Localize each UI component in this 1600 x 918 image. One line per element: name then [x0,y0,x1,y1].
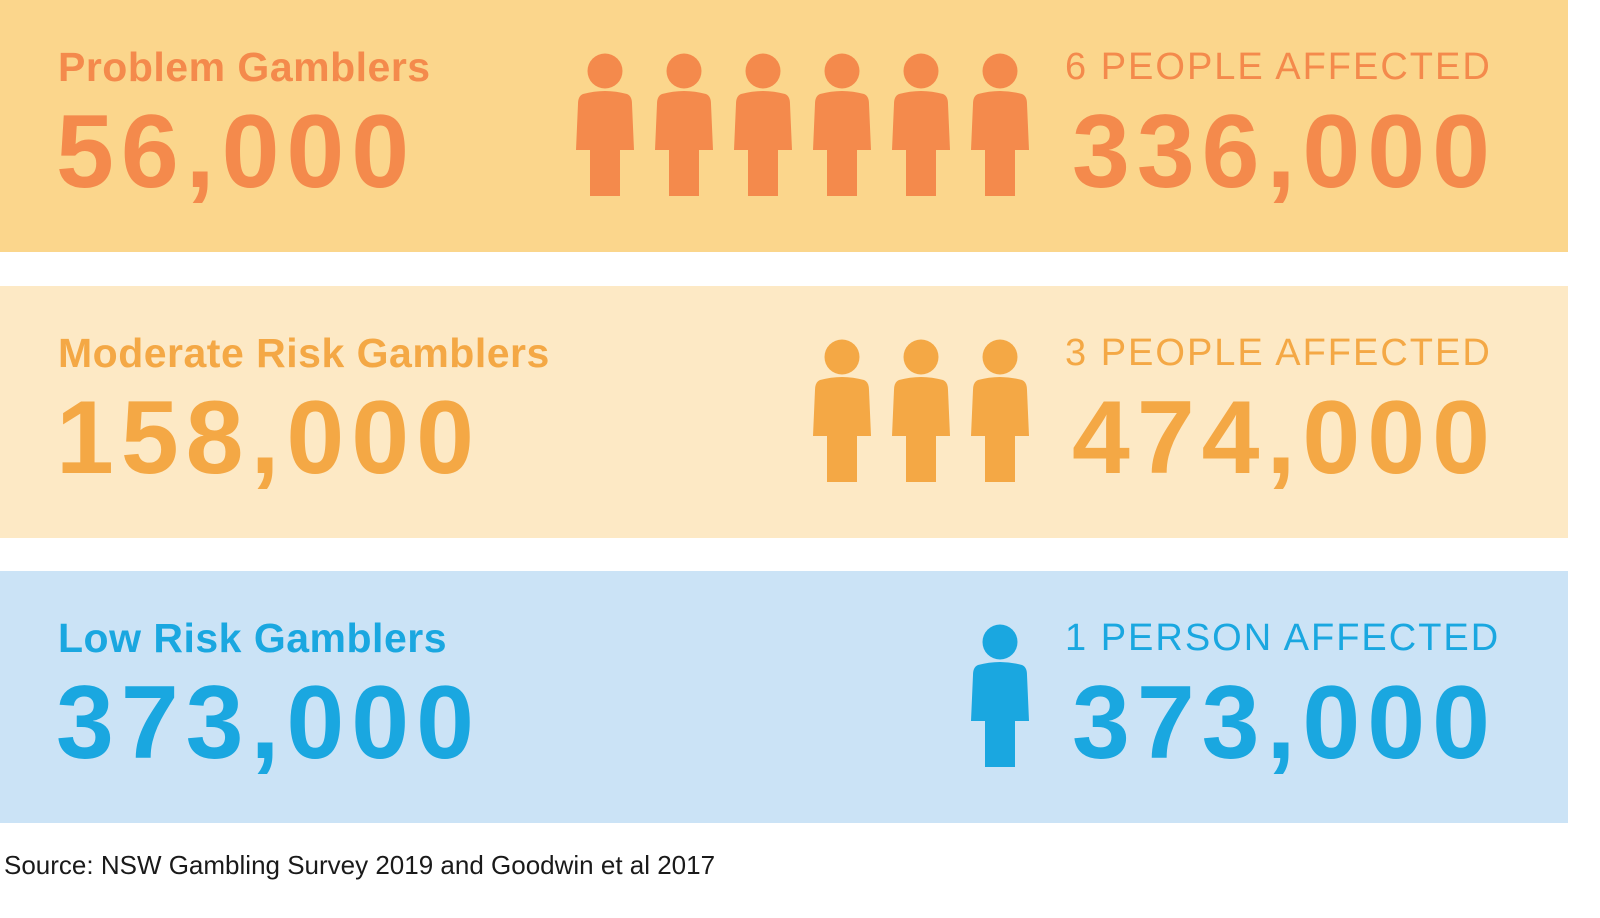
person-icon [971,339,1029,482]
person-icon [734,53,792,196]
row-count: 56,000 [56,94,417,210]
row-count: 373,000 [56,665,481,781]
affected-count: 474,000 [1072,380,1497,496]
affected-label: 3 PEOPLE AFFECTED [1065,332,1492,374]
person-icon [813,53,871,196]
row-label: Problem Gamblers [58,44,431,90]
row-label: Low Risk Gamblers [58,615,448,661]
affected-count: 373,000 [1072,665,1497,781]
person-icon [655,53,713,196]
row-count: 158,000 [56,380,481,496]
source-note: Source: NSW Gambling Survey 2019 and Goo… [4,850,716,880]
affected-label: 1 PERSON AFFECTED [1065,617,1501,659]
person-icon [813,339,871,482]
row-low-risk-gamblers: Low Risk Gamblers 373,000 1 PERSON AFFEC… [0,571,1568,823]
person-icon [892,53,950,196]
person-icon [971,624,1029,767]
affected-count: 336,000 [1072,94,1497,210]
row-label: Moderate Risk Gamblers [58,330,550,376]
people-icons [576,53,1029,196]
people-icons [971,624,1029,767]
row-problem-gamblers: Problem Gamblers 56,000 6 PEOPLE AFFECTE… [0,0,1568,252]
person-icon [576,53,634,196]
person-icon [971,53,1029,196]
affected-label: 6 PEOPLE AFFECTED [1065,46,1492,88]
people-icons [813,339,1029,482]
person-icon [892,339,950,482]
row-moderate-risk-gamblers: Moderate Risk Gamblers 158,000 3 PEOPLE … [0,286,1568,538]
